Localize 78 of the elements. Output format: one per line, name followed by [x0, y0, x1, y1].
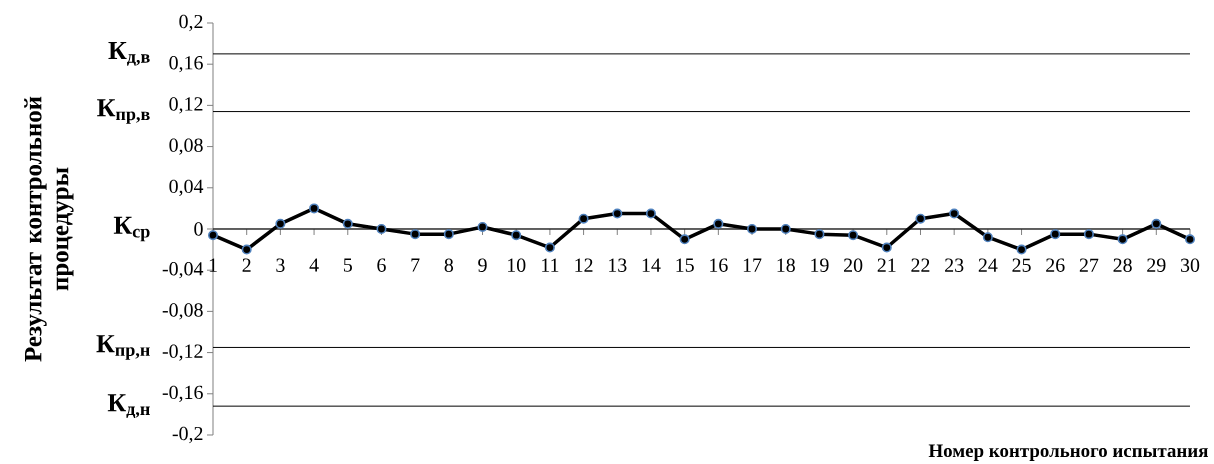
x-tick-label: 1 [209, 258, 217, 272]
x-tick-label: 5 [343, 258, 352, 272]
point [645, 208, 656, 219]
point [612, 208, 623, 219]
point [814, 229, 825, 240]
point [713, 218, 724, 229]
y-axis-title: Результат контрольной процедуры [24, 96, 74, 362]
x-axis-title: Номер контрольного испытания [928, 444, 1208, 461]
point [1117, 234, 1128, 245]
ref-line-label: К$_{пр,в}$ [97, 99, 150, 124]
point [511, 230, 522, 241]
ref-line-label: К$_{д,н}$ [107, 394, 150, 418]
point [309, 203, 320, 214]
x-tick-label: 28 [1113, 258, 1132, 272]
point [208, 230, 219, 241]
y-tick-label: 0,04 [169, 179, 204, 196]
point [780, 223, 791, 234]
x-tick-label: 18 [777, 258, 795, 272]
point [679, 234, 690, 245]
y-tick-label: -0,16 [162, 385, 203, 402]
x-tick-label: 8 [444, 258, 454, 272]
x-tick-label: 13 [609, 258, 627, 272]
point [949, 208, 960, 219]
y-tick-label: 0 [194, 222, 203, 236]
point [747, 223, 758, 234]
point [1083, 229, 1094, 240]
ref-line-label: К$_{д,в}$ [108, 41, 150, 66]
point [443, 229, 454, 240]
point [342, 218, 353, 229]
x-tick-label: 30 [1180, 258, 1200, 272]
x-tick-label: 16 [710, 258, 728, 272]
x-tick-label: 10 [508, 258, 526, 272]
y-tick-label: 0,08 [169, 138, 203, 155]
point [881, 242, 892, 253]
point [477, 221, 488, 232]
y-tick-label: 0,2 [179, 14, 203, 32]
x-tick-label: 14 [642, 258, 661, 272]
x-tick-label: 7 [411, 258, 420, 272]
x-tick-label: 17 [743, 258, 762, 272]
point [376, 223, 387, 234]
x-tick-label: 22 [911, 258, 930, 272]
point [275, 218, 286, 229]
point [578, 213, 589, 224]
point [915, 213, 926, 224]
x-tick-label: 9 [478, 258, 487, 272]
ref-line-label: К$_{ср}$ [113, 216, 150, 242]
point [1016, 244, 1027, 255]
x-tick-label: 2 [242, 258, 251, 272]
point [410, 229, 421, 240]
ref-line-label: К$_{пр,н}$ [96, 335, 150, 360]
point [982, 232, 993, 243]
x-tick-label: 3 [276, 258, 285, 272]
y-tick-label: 0,12 [169, 97, 203, 114]
point [848, 230, 859, 241]
point [241, 244, 252, 255]
point [1151, 218, 1162, 229]
x-tick-label: 19 [811, 258, 829, 272]
x-tick-label: 21 [877, 258, 896, 272]
point [1050, 229, 1061, 240]
x-tick-label: 4 [309, 258, 319, 272]
x-tick-label: 15 [676, 258, 694, 272]
point [1185, 234, 1195, 245]
x-tick-label: 24 [978, 258, 998, 272]
x-tick-label: 12 [575, 258, 593, 272]
x-tick-label: 27 [1079, 258, 1099, 272]
point [544, 242, 555, 253]
x-tick-label: 29 [1147, 258, 1166, 272]
y-tick-label: -0,08 [162, 303, 203, 320]
x-tick-label: 23 [945, 258, 964, 272]
x-tick-label: 26 [1046, 258, 1065, 272]
x-tick-label: 6 [377, 258, 386, 272]
y-tick-label: -0,2 [172, 426, 203, 444]
x-tick-label: 25 [1012, 258, 1031, 272]
y-tick-label: -0,12 [162, 344, 203, 361]
y-tick-label: 0,16 [169, 55, 203, 73]
x-tick-label: 20 [844, 258, 863, 272]
y-tick-label: -0,04 [162, 261, 204, 279]
x-tick-label: 11 [542, 258, 559, 272]
